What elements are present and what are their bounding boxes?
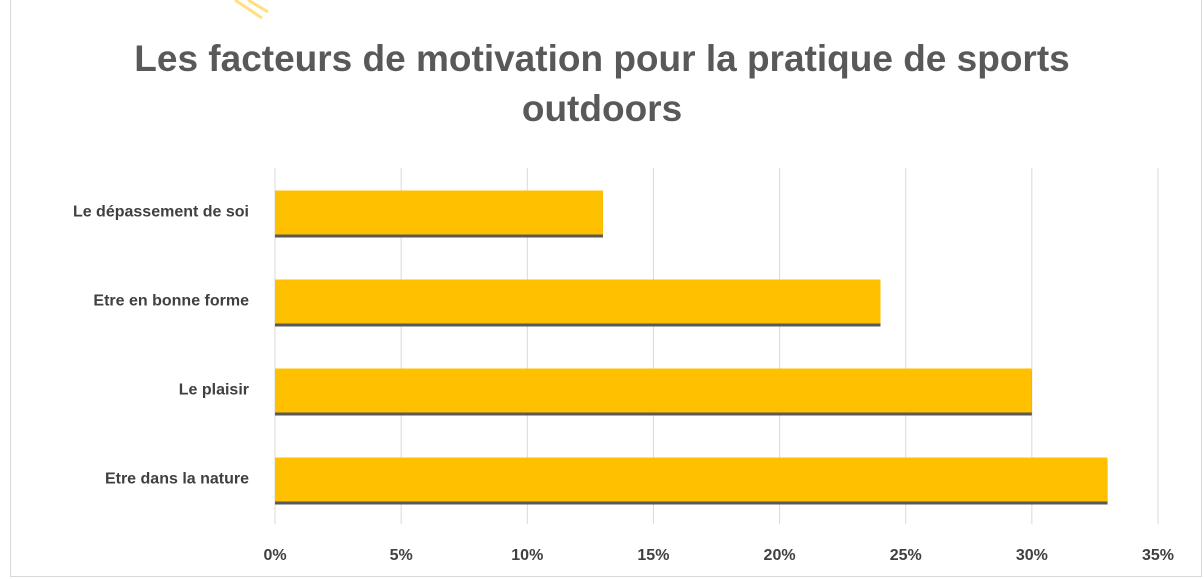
decoration (234, 0, 269, 20)
x-tick-label: 25% (890, 547, 922, 564)
x-tick-label: 20% (764, 547, 796, 564)
x-tick-label: 15% (637, 547, 669, 564)
chart-frame (10, 0, 1202, 577)
y-tick-label: Etre dans la nature (105, 471, 249, 488)
y-tick-label: Etre en bonne forme (93, 293, 249, 310)
y-tick-label: Le dépassement de soi (73, 204, 249, 221)
bar (275, 368, 1032, 413)
bar (275, 457, 1108, 502)
chart-title: Les facteurs de motivation pour la prati… (134, 38, 1070, 129)
x-tick-label: 0% (263, 547, 286, 564)
bar (275, 190, 603, 235)
bar (275, 279, 881, 324)
x-tick-label: 35% (1142, 547, 1174, 564)
x-tick-label: 30% (1016, 547, 1048, 564)
y-tick-label: Le plaisir (179, 382, 249, 399)
x-tick-label: 10% (511, 547, 543, 564)
x-tick-label: 5% (390, 547, 413, 564)
